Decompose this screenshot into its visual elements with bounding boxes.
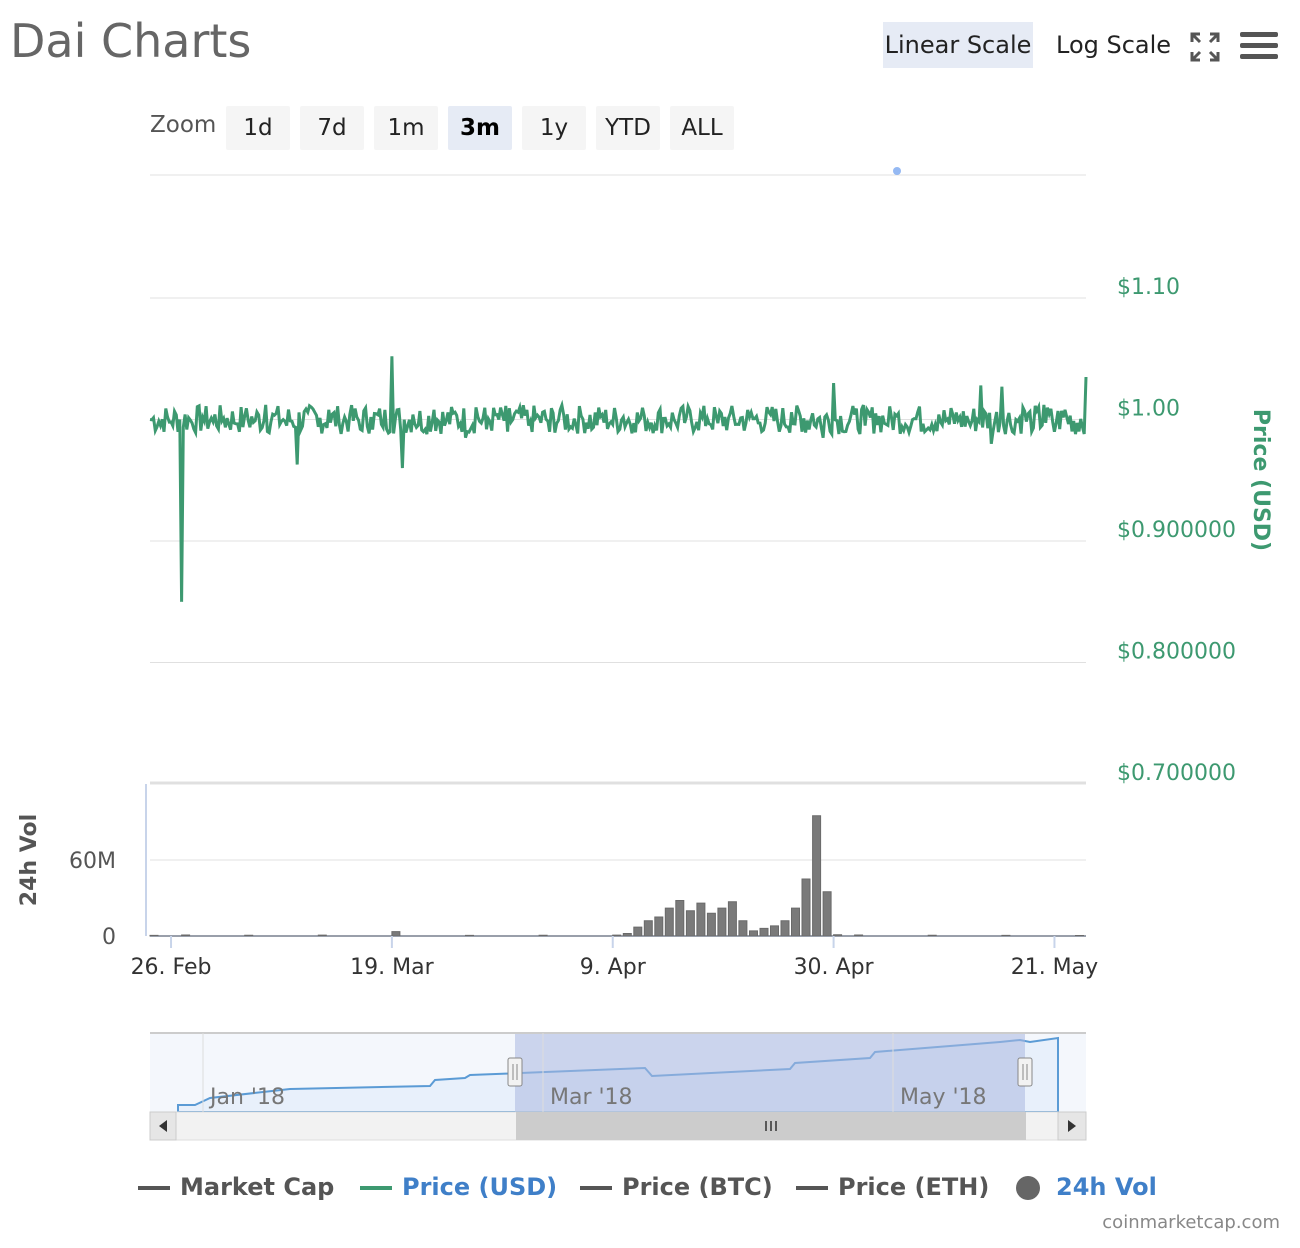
x-tick-label: 30. Apr: [794, 955, 875, 980]
zoom-button-1d[interactable]: 1d: [226, 106, 290, 150]
zoom-button-1m[interactable]: 1m: [374, 106, 438, 150]
legend-label: Price (ETH): [838, 1173, 990, 1201]
volume-axis-label: 24h Vol: [17, 814, 42, 906]
x-axis-ticks: 26. Feb 19. Mar 9. Apr 30. Apr 21. May: [131, 936, 1098, 980]
navigator[interactable]: Jan '18 Mar '18 May '18: [150, 1032, 1086, 1113]
navigator-selection[interactable]: [515, 1034, 1025, 1113]
credit-link[interactable]: coinmarketcap.com: [1102, 1212, 1280, 1233]
price-axis-label: Price (USD): [1248, 409, 1273, 551]
log-scale-button[interactable]: Log Scale: [1056, 31, 1172, 59]
legend-swatch: [796, 1186, 828, 1190]
volume-tick-label: 0: [102, 925, 116, 950]
price-tick-label: $1.10: [1117, 275, 1180, 300]
legend-label: Price (USD): [402, 1173, 558, 1201]
navigator-label: Jan '18: [208, 1085, 285, 1110]
zoom-button-7d[interactable]: 7d: [300, 106, 364, 150]
navigator-label: Mar '18: [550, 1085, 633, 1110]
scroll-left-button[interactable]: [149, 1111, 177, 1141]
zoom-button-3m[interactable]: 3m: [448, 106, 512, 150]
price-tick-label: $0.900000: [1117, 518, 1236, 543]
arrow-left-icon: [159, 1120, 167, 1132]
menu-icon[interactable]: [1240, 30, 1278, 62]
arrow-right-icon: [1068, 1120, 1076, 1132]
volume-axis-ticks: 60M 0: [69, 849, 116, 950]
price-usd-line[interactable]: [149, 356, 1088, 602]
legend-swatch: [580, 1186, 612, 1190]
x-tick-label: 21. May: [1011, 955, 1098, 980]
linear-scale-button[interactable]: Linear Scale: [883, 22, 1033, 68]
navigator-left-handle[interactable]: [507, 1057, 523, 1087]
scroll-right-button[interactable]: [1057, 1111, 1087, 1141]
navigator-labels: Jan '18 Mar '18 May '18: [202, 1033, 987, 1112]
legend-dot-icon: [1016, 1176, 1040, 1200]
legend-label: Market Cap: [180, 1173, 335, 1201]
scrollbar-grip-icon: [765, 1121, 777, 1131]
page-title: Dai Charts: [10, 14, 252, 68]
zoom-button-1y[interactable]: 1y: [522, 106, 586, 150]
legend-swatch: [138, 1186, 170, 1190]
hover-marker: [893, 167, 901, 175]
price-tick-label: $1.00: [1117, 397, 1180, 422]
price-tick-label: $0.800000: [1117, 640, 1236, 665]
volume-bars[interactable]: [149, 815, 1086, 937]
x-tick-label: 19. Mar: [350, 955, 434, 980]
legend-item-price-eth[interactable]: Price (ETH): [796, 1170, 989, 1204]
x-tick-label: 26. Feb: [131, 955, 212, 980]
legend-label: Price (BTC): [622, 1173, 773, 1201]
x-tick-label: 9. Apr: [580, 955, 647, 980]
price-axis-ticks: $1.10 $1.00 $0.900000 $0.800000 $0.700000: [1117, 275, 1236, 786]
zoom-button-ytd[interactable]: YTD: [596, 106, 660, 150]
navigator-label: May '18: [900, 1085, 987, 1110]
navigator-right-handle[interactable]: [1017, 1057, 1033, 1087]
price-tick-label: $0.700000: [1117, 761, 1236, 786]
legend-item-price-btc[interactable]: Price (BTC): [580, 1170, 773, 1204]
legend-item-market-cap[interactable]: Market Cap: [138, 1170, 334, 1204]
price-gridlines: [150, 174, 1086, 785]
legend-item-price-usd[interactable]: Price (USD): [360, 1170, 557, 1204]
scrollbar[interactable]: [149, 1111, 1087, 1141]
zoom-label: Zoom: [150, 112, 217, 138]
legend-item-24h-vol[interactable]: 24h Vol: [1016, 1170, 1157, 1204]
legend-swatch: [360, 1186, 392, 1190]
fullscreen-icon[interactable]: [1188, 30, 1222, 64]
price-volume-chart: $1.10 $1.00 $0.900000 $0.800000 $0.700000 Pr…: [17, 167, 1273, 1141]
zoom-button-all[interactable]: ALL: [670, 106, 734, 150]
legend-label: 24h Vol: [1056, 1173, 1157, 1201]
volume-gridlines: [145, 781, 1086, 937]
volume-tick-label: 60M: [69, 849, 116, 874]
